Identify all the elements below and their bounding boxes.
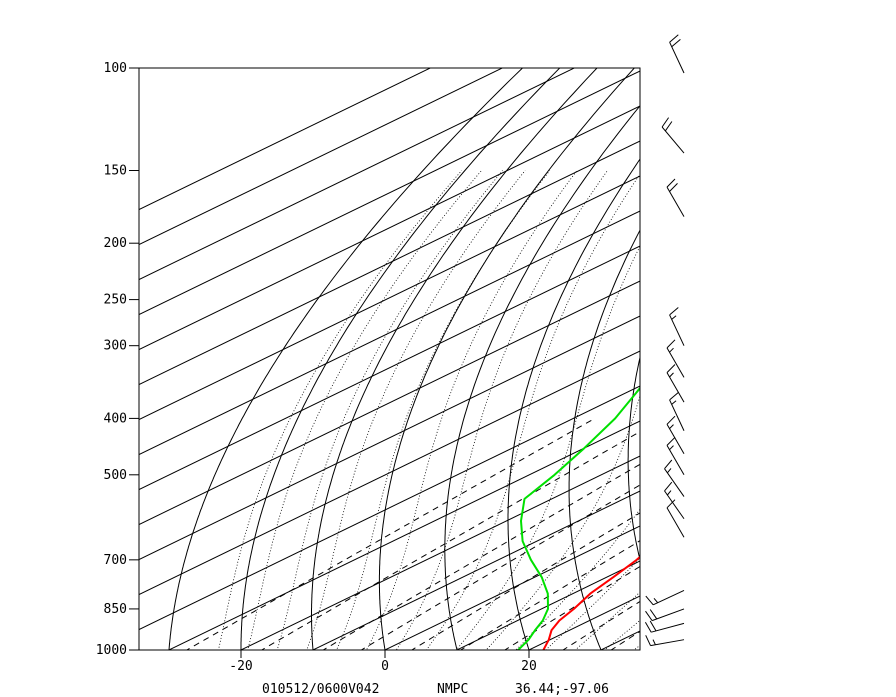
- pressure-tick-label: 250: [104, 293, 127, 308]
- isotherm-line: [139, 105, 640, 351]
- moist-adiabat-line: [633, 644, 640, 650]
- wind-barb: [666, 415, 685, 454]
- mixing-ratio-line: [185, 417, 596, 650]
- isotherm-line: [139, 68, 576, 281]
- moist-adiabat-line: [395, 170, 608, 650]
- mixing-ratio-line: [410, 512, 640, 650]
- moist-adiabat-line: [574, 591, 640, 650]
- moist-adiabat-line: [515, 508, 640, 650]
- isotherm-line: [139, 70, 640, 316]
- pressure-tick-label: 500: [104, 468, 127, 483]
- dry-adiabat-line: [685, 55, 830, 662]
- temperature-tick-label: 0: [381, 659, 389, 674]
- isotherm-line: [383, 525, 640, 650]
- dry-adiabat-line: [568, 229, 640, 650]
- dry-adiabat-line: [507, 158, 640, 650]
- dry-adiabat-line: [444, 104, 640, 650]
- mixing-ratio-line: [322, 463, 640, 650]
- dry-adiabat-line: [168, 68, 524, 650]
- wind-barb: [666, 499, 685, 538]
- wind-barb: [645, 608, 685, 622]
- wind-barb: [669, 307, 685, 346]
- dewpoint-profile-line: [517, 386, 640, 650]
- moist-adiabat-line: [425, 173, 640, 650]
- moist-adiabat-line: [604, 619, 640, 650]
- isotherm-line: [139, 245, 640, 491]
- isotherm-line: [139, 350, 640, 596]
- wind-barb: [666, 339, 685, 378]
- wind-barb: [645, 589, 685, 606]
- dry-adiabat-line: [741, 55, 867, 662]
- temperature-tick-label: 20: [521, 659, 537, 674]
- wind-barbs: [644, 34, 685, 647]
- footer: 010512/0600V042 NMPC 36.44;-97.06: [262, 682, 609, 697]
- wind-barb: [644, 620, 685, 633]
- isotherm-line: [527, 595, 640, 650]
- moist-adiabat-line: [485, 394, 640, 650]
- pressure-tick-label: 150: [104, 163, 127, 178]
- isotherm-line: [139, 68, 432, 211]
- dry-adiabat-line: [311, 68, 598, 650]
- isotherm-line: [720, 55, 896, 662]
- mixing-ratio-line: [627, 418, 896, 662]
- moist-adiabat-line: [306, 170, 526, 650]
- pressure-tick-label: 200: [104, 236, 127, 251]
- pressure-tick-label: 700: [104, 553, 127, 568]
- temperature-profile-line: [542, 555, 640, 650]
- pressure-tick-label: 100: [104, 61, 127, 76]
- moist-adiabat-line: [648, 171, 896, 663]
- isotherm-line: [139, 140, 640, 386]
- footer-valid-time: 010512/0600V042: [262, 682, 379, 697]
- wind-barb: [661, 117, 685, 154]
- isotherm-line: [139, 280, 640, 526]
- mixing-ratio-line: [503, 565, 640, 650]
- dry-adiabat-line: [378, 68, 635, 650]
- moist-adiabat-line: [218, 170, 463, 650]
- dry-adiabat-line: [240, 68, 561, 650]
- moist-adiabat-line: [247, 170, 482, 650]
- pressure-tick-label: 1000: [96, 643, 127, 658]
- mixing-ratio-line: [260, 431, 640, 650]
- wind-barb: [645, 635, 685, 647]
- plot-frame: [138, 67, 641, 651]
- pressure-tick-label: 400: [104, 411, 127, 426]
- isotherm-line: [139, 385, 640, 631]
- pressure-tick-label: 850: [104, 602, 127, 617]
- wind-barb: [664, 459, 685, 497]
- moist-adiabat-line: [336, 170, 551, 650]
- mixing-ratio-line: [360, 484, 640, 650]
- background-grid: [139, 55, 896, 663]
- mixing-ratio-line: [459, 540, 640, 650]
- sounding-profiles: [517, 386, 640, 650]
- footer-location: 36.44;-97.06: [515, 682, 609, 697]
- moist-adiabat-line: [276, 170, 503, 650]
- dry-adiabat-line: [795, 55, 896, 662]
- isotherm-line: [139, 175, 640, 421]
- pressure-tick-label: 300: [104, 339, 127, 354]
- isotherm-line: [455, 560, 640, 650]
- isotherm-line: [139, 210, 640, 456]
- moist-adiabat-line: [365, 170, 578, 650]
- wind-barb: [669, 392, 685, 431]
- isotherm-line: [648, 55, 896, 662]
- isotherm-line: [167, 420, 640, 650]
- dry-adiabat-line: [847, 55, 896, 662]
- wind-barb: [666, 436, 685, 476]
- isotherm-line: [311, 490, 640, 650]
- wind-barb: [666, 178, 685, 217]
- mixing-ratio-line: [610, 630, 640, 650]
- isotherm-line: [239, 455, 640, 650]
- wind-barb: [666, 364, 685, 403]
- axes: 100 150 200 250 300 400 500 700 850 1000 -20 0 20: [96, 61, 537, 674]
- isotherm-line: [792, 55, 896, 662]
- mixing-ratio-line: [562, 600, 640, 650]
- temperature-tick-label: -20: [229, 659, 252, 674]
- wind-barb: [669, 34, 685, 74]
- dry-adiabat-line: [627, 355, 640, 562]
- isotherm-line: [139, 315, 640, 561]
- isotherm-line: [139, 68, 504, 246]
- footer-source: NMPC: [437, 682, 468, 697]
- wind-barb: [664, 481, 685, 520]
